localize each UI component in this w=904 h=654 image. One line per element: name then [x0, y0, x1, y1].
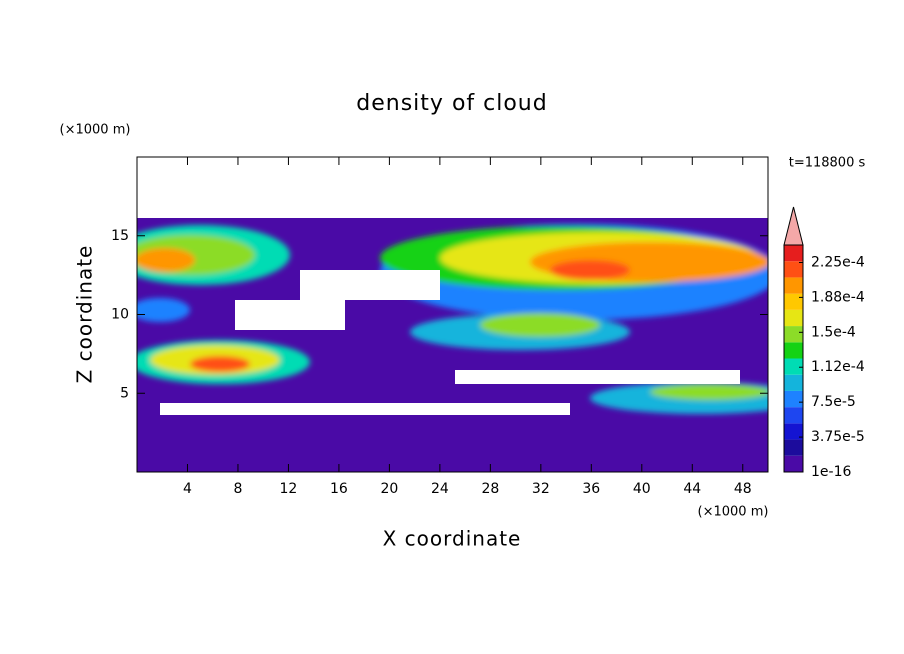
- x-tick-label: 44: [683, 481, 701, 497]
- colorbar-band: [784, 261, 803, 278]
- contour-region: [550, 260, 630, 280]
- contour-region: [137, 248, 195, 272]
- empty-region: [160, 403, 570, 415]
- colorbar-tick-label: 7.5e-5: [811, 394, 856, 410]
- empty-regions: [160, 270, 740, 415]
- x-tick-label: 24: [431, 481, 449, 497]
- x-tick-label: 16: [330, 481, 348, 497]
- empty-region: [455, 370, 740, 384]
- y-tick-label: 15: [111, 228, 129, 244]
- contour-field: [137, 218, 768, 472]
- colorbar-band: [784, 245, 803, 262]
- y-tick-label: 5: [120, 385, 129, 401]
- colorbar-band: [784, 326, 803, 343]
- colorbar-tick-label: 1.88e-4: [811, 289, 865, 305]
- x-tick-label: 28: [481, 481, 499, 497]
- y-axis-label: Z coordinate: [73, 245, 97, 384]
- colorbar-band: [784, 455, 803, 472]
- x-tick-label: 8: [233, 481, 242, 497]
- empty-region: [300, 270, 440, 300]
- x-tick-label: 48: [734, 481, 752, 497]
- colorbar-band: [784, 309, 803, 327]
- colorbar-band: [784, 293, 803, 310]
- time-label: t=118800 s: [789, 156, 866, 171]
- x-tick-label: 4: [183, 481, 192, 497]
- colorbar-band: [784, 358, 803, 375]
- colorbar-band: [784, 390, 803, 408]
- colorbar-band: [784, 439, 803, 456]
- contour-region: [137, 298, 190, 322]
- colorbar-band: [784, 277, 803, 294]
- colorbar-frame: [783, 244, 804, 473]
- colorbar-tick-label: 1e-16: [811, 464, 851, 480]
- x-axis-label: X coordinate: [383, 527, 522, 551]
- empty-region: [235, 300, 345, 330]
- colorbar-tick-label: 1.12e-4: [811, 359, 865, 375]
- colorbar-tick-label: 1.5e-4: [811, 324, 856, 340]
- x-tick-label: 32: [532, 481, 550, 497]
- contour-regions: [137, 224, 768, 414]
- x-tick-label: 20: [380, 481, 398, 497]
- contour-region: [650, 384, 768, 400]
- contour-region: [480, 313, 600, 337]
- colorbar-band: [784, 423, 803, 440]
- colorbar-tick-label: 2.25e-4: [811, 254, 865, 270]
- y-tick-label: 10: [111, 307, 129, 323]
- x-unit: (×1000 m): [698, 505, 769, 520]
- colorbar-band: [784, 342, 803, 359]
- colorbar-band: [784, 407, 803, 424]
- y-unit: (×1000 m): [60, 123, 131, 138]
- x-tick-label: 36: [582, 481, 600, 497]
- x-tick-label: 40: [633, 481, 651, 497]
- colorbar-extend: [783, 206, 804, 246]
- chart-title: density of cloud: [356, 91, 547, 116]
- colorbar-tick-label: 3.75e-5: [811, 429, 865, 445]
- contour-region: [190, 356, 250, 372]
- x-tick-label: 12: [280, 481, 298, 497]
- colorbar-band: [784, 374, 803, 391]
